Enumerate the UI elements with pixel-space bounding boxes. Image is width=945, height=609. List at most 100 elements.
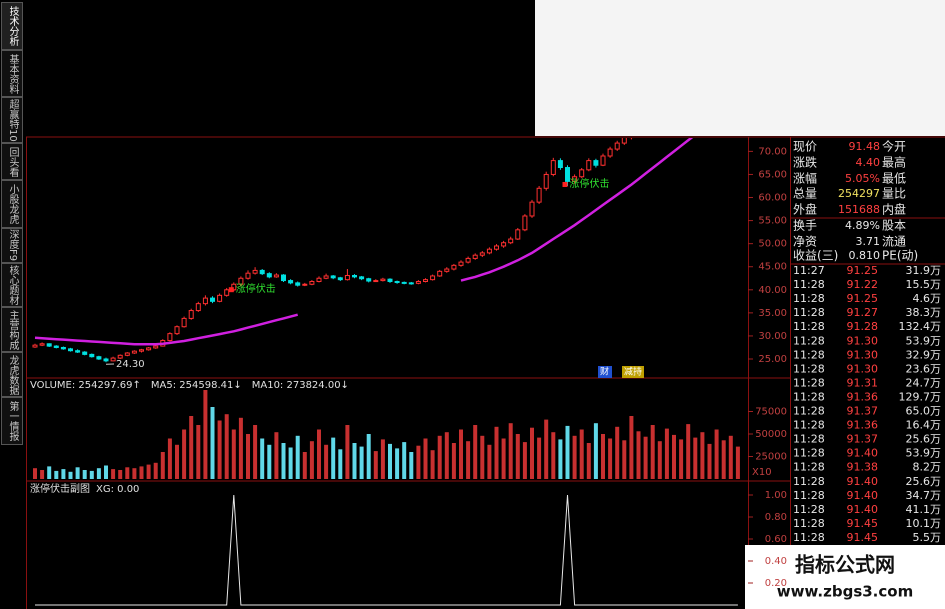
y-tick-label: 45.00 [758, 262, 787, 273]
candle-body [174, 326, 180, 335]
ma-line [34, 138, 694, 346]
signal-label: 涨停伏击 [236, 282, 276, 295]
trade-price: 91.36 [847, 419, 879, 432]
quote-value: 5.05% [845, 172, 880, 185]
y-tick-label: 1.00 [765, 490, 787, 501]
sidebar-tab[interactable]: 回头看 [1, 143, 23, 180]
trade-time: 11:28 [793, 433, 825, 446]
sidebar-tab[interactable]: 第一情报 [1, 397, 23, 445]
trade-volume: 129.7万 [899, 390, 942, 403]
candle-body [472, 254, 478, 259]
candle-body [89, 353, 95, 358]
candle-body [501, 242, 507, 247]
sidebar-tab[interactable]: 深度F9 [1, 228, 23, 263]
volume-bar [679, 439, 684, 479]
volume-bar [260, 438, 265, 479]
candle-body [103, 358, 109, 362]
volume-bar [473, 425, 478, 479]
sidebar-tab[interactable]: 核心题材 [1, 263, 23, 307]
volume-bar [728, 435, 733, 479]
volume-bar [579, 429, 584, 479]
quote-label: 换手 [793, 219, 817, 233]
volume-bar [89, 470, 94, 479]
low-label: 24.30 [116, 359, 145, 370]
quote-label: 涨幅 [793, 171, 817, 186]
candle-body [387, 278, 393, 282]
trade-volume: 41.1万 [906, 503, 942, 516]
trade-volume: 16.4万 [906, 419, 942, 432]
trade-volume: 8.2万 [913, 461, 942, 474]
candle-body [167, 333, 173, 342]
candle-body [415, 280, 421, 284]
trade-price: 91.27 [847, 306, 879, 319]
trade-time: 11:28 [793, 320, 825, 333]
candle-body [82, 351, 88, 355]
volume-header: VOLUME: 254297.69↑ [30, 380, 141, 391]
trade-volume: 25.6万 [906, 475, 942, 488]
candle-body [444, 268, 450, 272]
volume-bar [153, 462, 158, 479]
candle-body [508, 238, 514, 244]
signal-header: 涨停伏击副图 [30, 482, 90, 495]
volume-bar [643, 436, 648, 479]
trade-time: 11:28 [793, 503, 825, 516]
quote-label: 内盘 [882, 202, 906, 217]
trade-volume: 65.0万 [906, 405, 942, 418]
sidebar-tab[interactable]: 基本资料 [1, 50, 23, 97]
sidebar-tab[interactable]: 超赢特10 [1, 97, 23, 143]
volume-bar [672, 434, 676, 479]
volume-bar [515, 434, 520, 479]
quote-label: 收益(三) [793, 249, 838, 263]
y-tick-label: 65.00 [758, 169, 787, 180]
y-tick-label: 50000 [755, 429, 787, 440]
volume-bar [551, 432, 556, 479]
volume-bar [331, 437, 336, 479]
volume-bar [104, 465, 108, 479]
volume-bar [380, 439, 385, 479]
candle-body [557, 160, 563, 169]
candle-body [32, 344, 38, 348]
volume-bar [402, 442, 407, 479]
volume-bar [430, 450, 435, 479]
candle-body [479, 252, 485, 256]
candle-body [302, 283, 308, 286]
candle-body [486, 248, 492, 254]
trade-time: 11:28 [793, 334, 825, 347]
volume-bar [444, 432, 449, 479]
volume-bar [395, 448, 400, 479]
volume-bar [274, 432, 279, 479]
sidebar-tab[interactable]: 技术分析 [1, 2, 23, 50]
volume-bar [437, 435, 442, 479]
quote-value: 3.71 [856, 235, 881, 248]
candle-body [337, 277, 343, 281]
volume-bar [593, 423, 598, 479]
trade-volume: 53.9万 [906, 447, 942, 460]
candles [32, 138, 694, 363]
signal-header: XG: 0.00 [96, 484, 139, 495]
quote-label: 最低 [882, 172, 906, 186]
xg-line [35, 494, 738, 606]
volume-bar [686, 424, 691, 479]
sidebar-tab[interactable]: 主营构成 [1, 307, 23, 352]
volume-bar [558, 439, 563, 479]
volume-bar [409, 452, 414, 479]
trade-volume: 25.6万 [906, 433, 942, 446]
volume-bar [295, 435, 300, 479]
candle-body [423, 279, 428, 282]
candle-body [408, 282, 414, 285]
volume-bar [650, 425, 655, 479]
volume-bar [629, 416, 634, 479]
candle-body [309, 280, 315, 285]
trade-price: 91.40 [847, 447, 879, 460]
sidebar-tab[interactable]: 小股龙虎 [1, 180, 23, 228]
volume-bar [707, 443, 712, 479]
trade-time: 11:28 [793, 475, 825, 488]
panel-borders [26, 136, 945, 609]
candle-body [266, 273, 272, 278]
volume-bar [125, 467, 130, 479]
candle-body [131, 350, 137, 354]
candle-body [401, 281, 407, 284]
candle-body [188, 310, 194, 319]
sidebar-tab[interactable]: 龙虎数据 [1, 352, 23, 397]
candle-body [465, 257, 471, 263]
